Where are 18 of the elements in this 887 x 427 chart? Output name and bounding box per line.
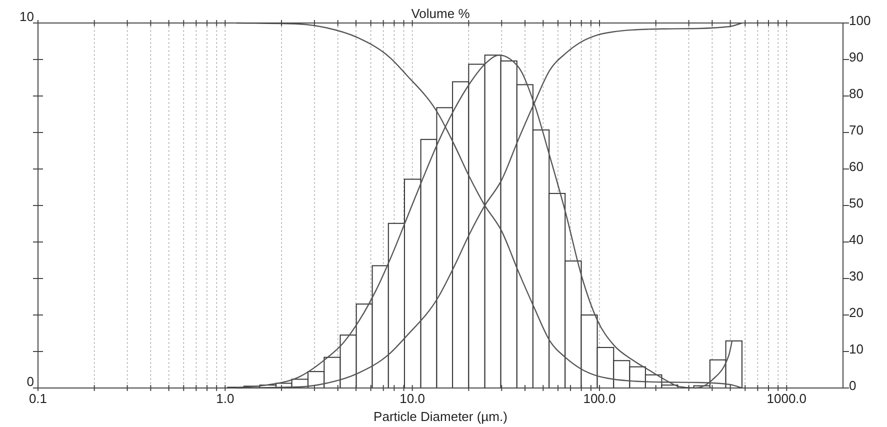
y2-tick-label: 30 [849,268,864,284]
y2-tick-label: 70 [849,122,864,138]
y2-tick-label: 100 [849,13,871,28]
y2-tick-label: 80 [849,86,864,101]
x-tick-label: 0.1 [28,391,48,406]
x-axis-title: Particle Diameter (µm.) [374,409,508,424]
x-tick-label: 10.0 [400,391,425,406]
y2-tick-label: 60 [849,159,864,174]
y2-tick-label: 20 [849,305,864,320]
x-tick-label: 100.0 [583,391,616,406]
y2-tick-label: 40 [849,232,864,247]
y2-tick-label: 90 [849,50,864,64]
chart-title: Volume % [411,6,470,21]
y2-tick-label: 0 [849,378,856,393]
x-tick-label: 1000.0 [766,391,807,406]
y2-tick-label: 50 [849,196,864,210]
y2-tick-label: 10 [849,342,864,356]
x-tick-label: 1.0 [216,391,234,406]
